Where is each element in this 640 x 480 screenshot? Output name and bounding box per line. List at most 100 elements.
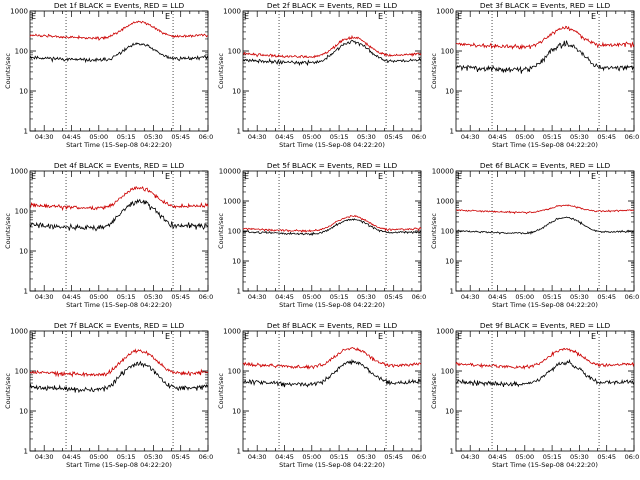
y-tick-label: 100: [441, 368, 454, 376]
x-tick-label: 04:30: [35, 453, 54, 461]
y-tick-label: 100: [228, 48, 241, 56]
x-tick-label: 06:00: [199, 453, 213, 461]
x-tick-label: 05:00: [89, 293, 108, 301]
event-marker-label: E: [31, 172, 36, 181]
y-tick-label: 1000: [436, 8, 454, 16]
x-tick-label: 05:00: [515, 453, 534, 461]
event-marker-label: E: [378, 12, 383, 21]
x-tick-label: 05:30: [144, 133, 163, 141]
event-marker-label: E: [378, 332, 383, 341]
x-tick-label: 05:15: [330, 133, 349, 141]
x-tick-label: 04:30: [461, 133, 480, 141]
y-tick-label: 100: [228, 228, 241, 236]
x-tick-label: 05:45: [171, 133, 190, 141]
lld-series-line: [242, 34, 422, 59]
x-axis-label: Start Time (15-Sep-08 04:22:20): [66, 461, 172, 469]
y-axis-label: Counts/sec: [430, 53, 438, 89]
y-tick-label: 10000: [219, 168, 241, 176]
event-marker-label: E: [591, 12, 596, 21]
x-tick-label: 05:45: [384, 453, 403, 461]
x-axis-label: Start Time (15-Sep-08 04:22:20): [279, 141, 385, 149]
y-tick-label: 10: [445, 88, 454, 96]
x-tick-label: 04:30: [248, 453, 267, 461]
events-series-line: [455, 216, 635, 235]
x-tick-label: 06:00: [412, 293, 426, 301]
x-tick-label: 05:15: [543, 293, 562, 301]
y-axis-label: Counts/sec: [430, 213, 438, 249]
detector-chart: Det 7f BLACK = Events, RED = LLD 1 10 100 10…: [4, 321, 213, 469]
detector-panel: Det 1f BLACK = Events, RED = LLD 1 10 100 10…: [0, 0, 213, 160]
y-tick-label: 1000: [223, 198, 241, 206]
x-tick-label: 04:45: [275, 453, 294, 461]
lld-series-line: [242, 347, 422, 370]
events-series-line: [242, 358, 422, 388]
x-tick-label: 05:00: [515, 293, 534, 301]
y-axis-label: Counts/sec: [217, 53, 225, 89]
x-tick-label: 05:00: [302, 133, 321, 141]
events-series-line: [455, 358, 635, 388]
chart-title: Det 5f BLACK = Events, RED = LLD: [267, 161, 398, 170]
x-tick-label: 05:15: [543, 453, 562, 461]
x-tick-label: 06:00: [625, 453, 639, 461]
detector-panel: Det 6f BLACK = Events, RED = LLD 1 10 100 10…: [426, 160, 639, 320]
detector-chart: Det 2f BLACK = Events, RED = LLD 1 10 100 10…: [217, 1, 426, 149]
y-tick-label: 1: [24, 128, 28, 136]
detector-chart: Det 1f BLACK = Events, RED = LLD 1 10 100 10…: [4, 1, 213, 149]
y-tick-label: 1: [237, 448, 241, 456]
x-tick-label: 05:30: [570, 293, 589, 301]
events-series-line: [29, 198, 209, 232]
y-tick-label: 1: [237, 288, 241, 296]
events-series-line: [242, 40, 422, 67]
event-marker-label: E: [31, 332, 36, 341]
detector-panel: Det 8f BLACK = Events, RED = LLD 1 10 100 10…: [213, 320, 426, 480]
event-marker-label: E: [165, 172, 170, 181]
x-tick-label: 04:30: [248, 293, 267, 301]
x-tick-label: 06:00: [625, 293, 639, 301]
chart-title: Det 9f BLACK = Events, RED = LLD: [480, 321, 611, 330]
detector-chart: Det 9f BLACK = Events, RED = LLD 1 10 100 10…: [430, 321, 639, 469]
x-tick-label: 04:45: [275, 293, 294, 301]
plot-frame: [242, 170, 422, 292]
x-axis-label: Start Time (15-Sep-08 04:22:20): [492, 301, 598, 309]
event-marker-label: E: [244, 12, 249, 21]
x-tick-label: 05:45: [597, 453, 616, 461]
x-tick-label: 06:00: [412, 133, 426, 141]
y-tick-label: 1: [237, 128, 241, 136]
chart-title: Det 8f BLACK = Events, RED = LLD: [267, 321, 398, 330]
y-tick-label: 100: [441, 228, 454, 236]
y-tick-label: 1000: [223, 328, 241, 336]
y-tick-label: 1: [450, 128, 454, 136]
x-tick-label: 05:00: [302, 453, 321, 461]
y-tick-label: 1000: [10, 168, 28, 176]
event-marker-label: E: [244, 332, 249, 341]
y-axis-label: Counts/sec: [217, 213, 225, 249]
chart-title: Det 3f BLACK = Events, RED = LLD: [480, 1, 611, 10]
x-tick-label: 04:30: [35, 293, 54, 301]
detector-panel: Det 2f BLACK = Events, RED = LLD 1 10 100 10…: [213, 0, 426, 160]
x-tick-label: 04:45: [62, 293, 81, 301]
plot-frame: [242, 10, 422, 132]
x-tick-label: 05:15: [117, 453, 136, 461]
x-tick-label: 05:30: [357, 453, 376, 461]
x-tick-label: 05:15: [117, 133, 136, 141]
event-marker-label: E: [457, 172, 462, 181]
lld-series-line: [29, 348, 209, 378]
x-tick-label: 04:45: [488, 133, 507, 141]
events-series-line: [29, 42, 209, 64]
plot-frame: [455, 170, 635, 292]
x-axis-label: Start Time (15-Sep-08 04:22:20): [66, 141, 172, 149]
x-axis-label: Start Time (15-Sep-08 04:22:20): [279, 461, 385, 469]
plot-frame: [29, 330, 209, 452]
event-marker-label: E: [244, 172, 249, 181]
x-tick-label: 05:45: [384, 293, 403, 301]
x-tick-label: 04:30: [35, 133, 54, 141]
detector-chart: Det 6f BLACK = Events, RED = LLD 1 10 100 10…: [430, 161, 639, 309]
y-tick-label: 1000: [436, 328, 454, 336]
event-marker-label: E: [378, 172, 383, 181]
y-tick-label: 1: [450, 448, 454, 456]
chart-title: Det 1f BLACK = Events, RED = LLD: [54, 1, 185, 10]
x-tick-label: 04:45: [275, 133, 294, 141]
y-tick-label: 100: [441, 48, 454, 56]
events-series-line: [455, 40, 635, 74]
lld-series-line: [29, 185, 209, 212]
